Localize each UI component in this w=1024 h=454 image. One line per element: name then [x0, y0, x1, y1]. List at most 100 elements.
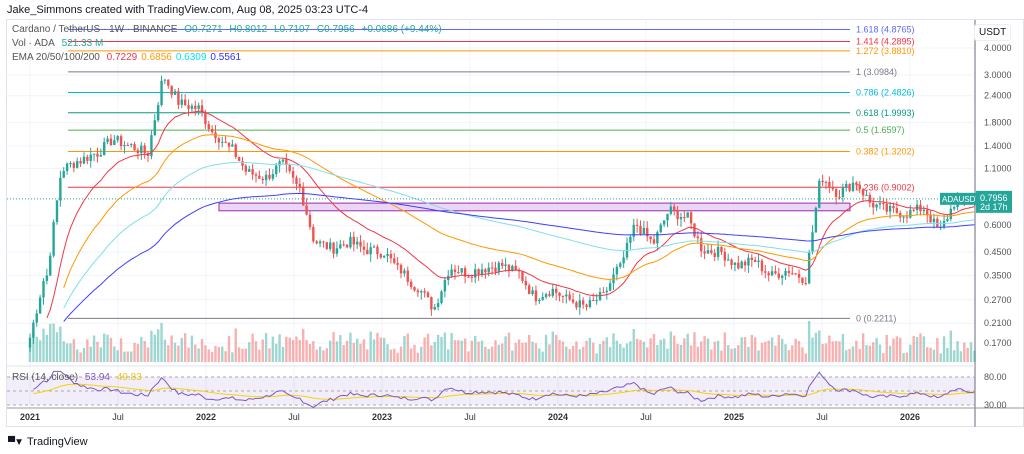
- volume-bar: [234, 328, 237, 362]
- candle-body: [527, 285, 531, 295]
- volume-bar: [575, 341, 578, 362]
- candle-body: [366, 249, 369, 255]
- volume-bar: [646, 347, 649, 362]
- volume-bar: [409, 348, 413, 362]
- symbol-title: Cardano / TetherUS · 1W · BINANCE: [12, 24, 178, 35]
- volume-bar: [79, 352, 82, 362]
- symbol-legend[interactable]: Cardano / TetherUS · 1W · BINANCE O0.727…: [12, 24, 446, 35]
- candle-body: [710, 250, 713, 254]
- volume-bar: [625, 343, 629, 362]
- candle-body: [649, 236, 652, 240]
- volume-bar: [119, 338, 123, 362]
- volume-bar: [757, 350, 760, 362]
- ohlc-low: L0.7107: [273, 24, 311, 35]
- volume-bar: [615, 340, 619, 362]
- volume-bar: [190, 335, 194, 362]
- volume-bar: [855, 340, 858, 362]
- volume-bar: [467, 351, 470, 362]
- volume-bar: [571, 345, 575, 362]
- candle-body: [65, 163, 69, 172]
- candle-body: [129, 144, 133, 146]
- candle-body: [882, 203, 885, 205]
- candle-body: [673, 206, 676, 210]
- volume-bar: [966, 347, 969, 362]
- volume-bar: [703, 336, 706, 362]
- volume-bar: [936, 337, 939, 362]
- volume-bar: [905, 352, 909, 362]
- candle-body: [497, 262, 501, 272]
- ohlc-close: C0.7956: [316, 24, 355, 35]
- volume-bar: [774, 345, 777, 362]
- candle-body: [784, 270, 787, 276]
- volume-bar: [153, 334, 156, 362]
- candle-body: [264, 174, 268, 181]
- volume-bar: [760, 342, 764, 362]
- currency-label[interactable]: USDT: [974, 24, 1012, 41]
- candle-body: [379, 254, 382, 258]
- tradingview-logo[interactable]: ▀▼ TradingView: [8, 436, 88, 448]
- candle-body: [204, 112, 207, 125]
- volume-bar: [676, 343, 679, 362]
- volume-bar: [716, 340, 720, 362]
- price-tick: 0.6000: [984, 220, 1012, 230]
- volume-bar: [784, 344, 787, 362]
- ohlc-open: O0.7271: [184, 24, 223, 35]
- candle-body: [386, 253, 389, 257]
- volume-bar: [251, 333, 254, 362]
- volume-bar: [443, 332, 447, 362]
- volume-bar: [386, 344, 389, 362]
- candle-body: [342, 244, 345, 246]
- volume-bar: [116, 350, 119, 362]
- volume-bar: [872, 342, 875, 362]
- candle-body: [909, 209, 912, 218]
- volume-bar: [143, 341, 146, 362]
- volume-bar: [828, 335, 831, 362]
- candle-body: [86, 156, 89, 161]
- ema-legend[interactable]: EMA 20/50/100/200 0.7229 0.6856 0.6309 0.55…: [12, 52, 249, 63]
- fib-level-label: 1.414 (4.2895): [856, 36, 915, 46]
- candle-body: [271, 174, 275, 179]
- candle-body: [406, 270, 409, 282]
- candle-body: [868, 194, 872, 203]
- volume-bar: [305, 339, 308, 362]
- volume-bar: [271, 336, 275, 362]
- volume-bar: [973, 350, 976, 362]
- candle-body: [207, 124, 210, 129]
- volume-bar: [399, 346, 403, 362]
- brand-name: TradingView: [26, 436, 88, 448]
- time-tick: 2022: [196, 412, 216, 422]
- candle-body: [278, 161, 281, 166]
- candle-body: [861, 189, 865, 196]
- volume-legend[interactable]: Vol · ADA 521.33 M: [12, 38, 107, 49]
- candle-body: [393, 258, 396, 263]
- candle-body: [69, 163, 72, 165]
- volume-bar: [59, 326, 62, 362]
- volume-bar: [740, 337, 743, 362]
- volume-bar: [146, 347, 150, 362]
- candle-body: [35, 313, 38, 323]
- fib-level-label: 1 (3.0984): [856, 67, 897, 77]
- candle-body: [116, 136, 119, 141]
- candle-body: [656, 232, 659, 244]
- candle-body: [248, 169, 251, 172]
- candle-body: [355, 241, 359, 245]
- candle-body: [261, 178, 264, 181]
- candle-body: [45, 275, 49, 281]
- candle-body: [349, 236, 352, 248]
- candle-body: [376, 246, 379, 255]
- candle-body: [706, 250, 710, 254]
- candle-body: [811, 232, 814, 253]
- candle-body: [885, 203, 888, 212]
- volume-bar: [942, 336, 946, 362]
- candle-body: [797, 273, 801, 278]
- time-tick: 2024: [548, 412, 568, 422]
- rsi-legend[interactable]: RSI (14, close) 53.94 49.83: [12, 372, 146, 383]
- ema-value-1: 0.6856: [141, 52, 172, 63]
- volume-bar: [841, 334, 845, 362]
- last-price-tag: [976, 190, 1012, 213]
- candle-body: [689, 212, 693, 224]
- candle-body: [92, 153, 96, 155]
- volume-bar: [602, 340, 605, 362]
- price-tick: 1.4000: [984, 141, 1012, 151]
